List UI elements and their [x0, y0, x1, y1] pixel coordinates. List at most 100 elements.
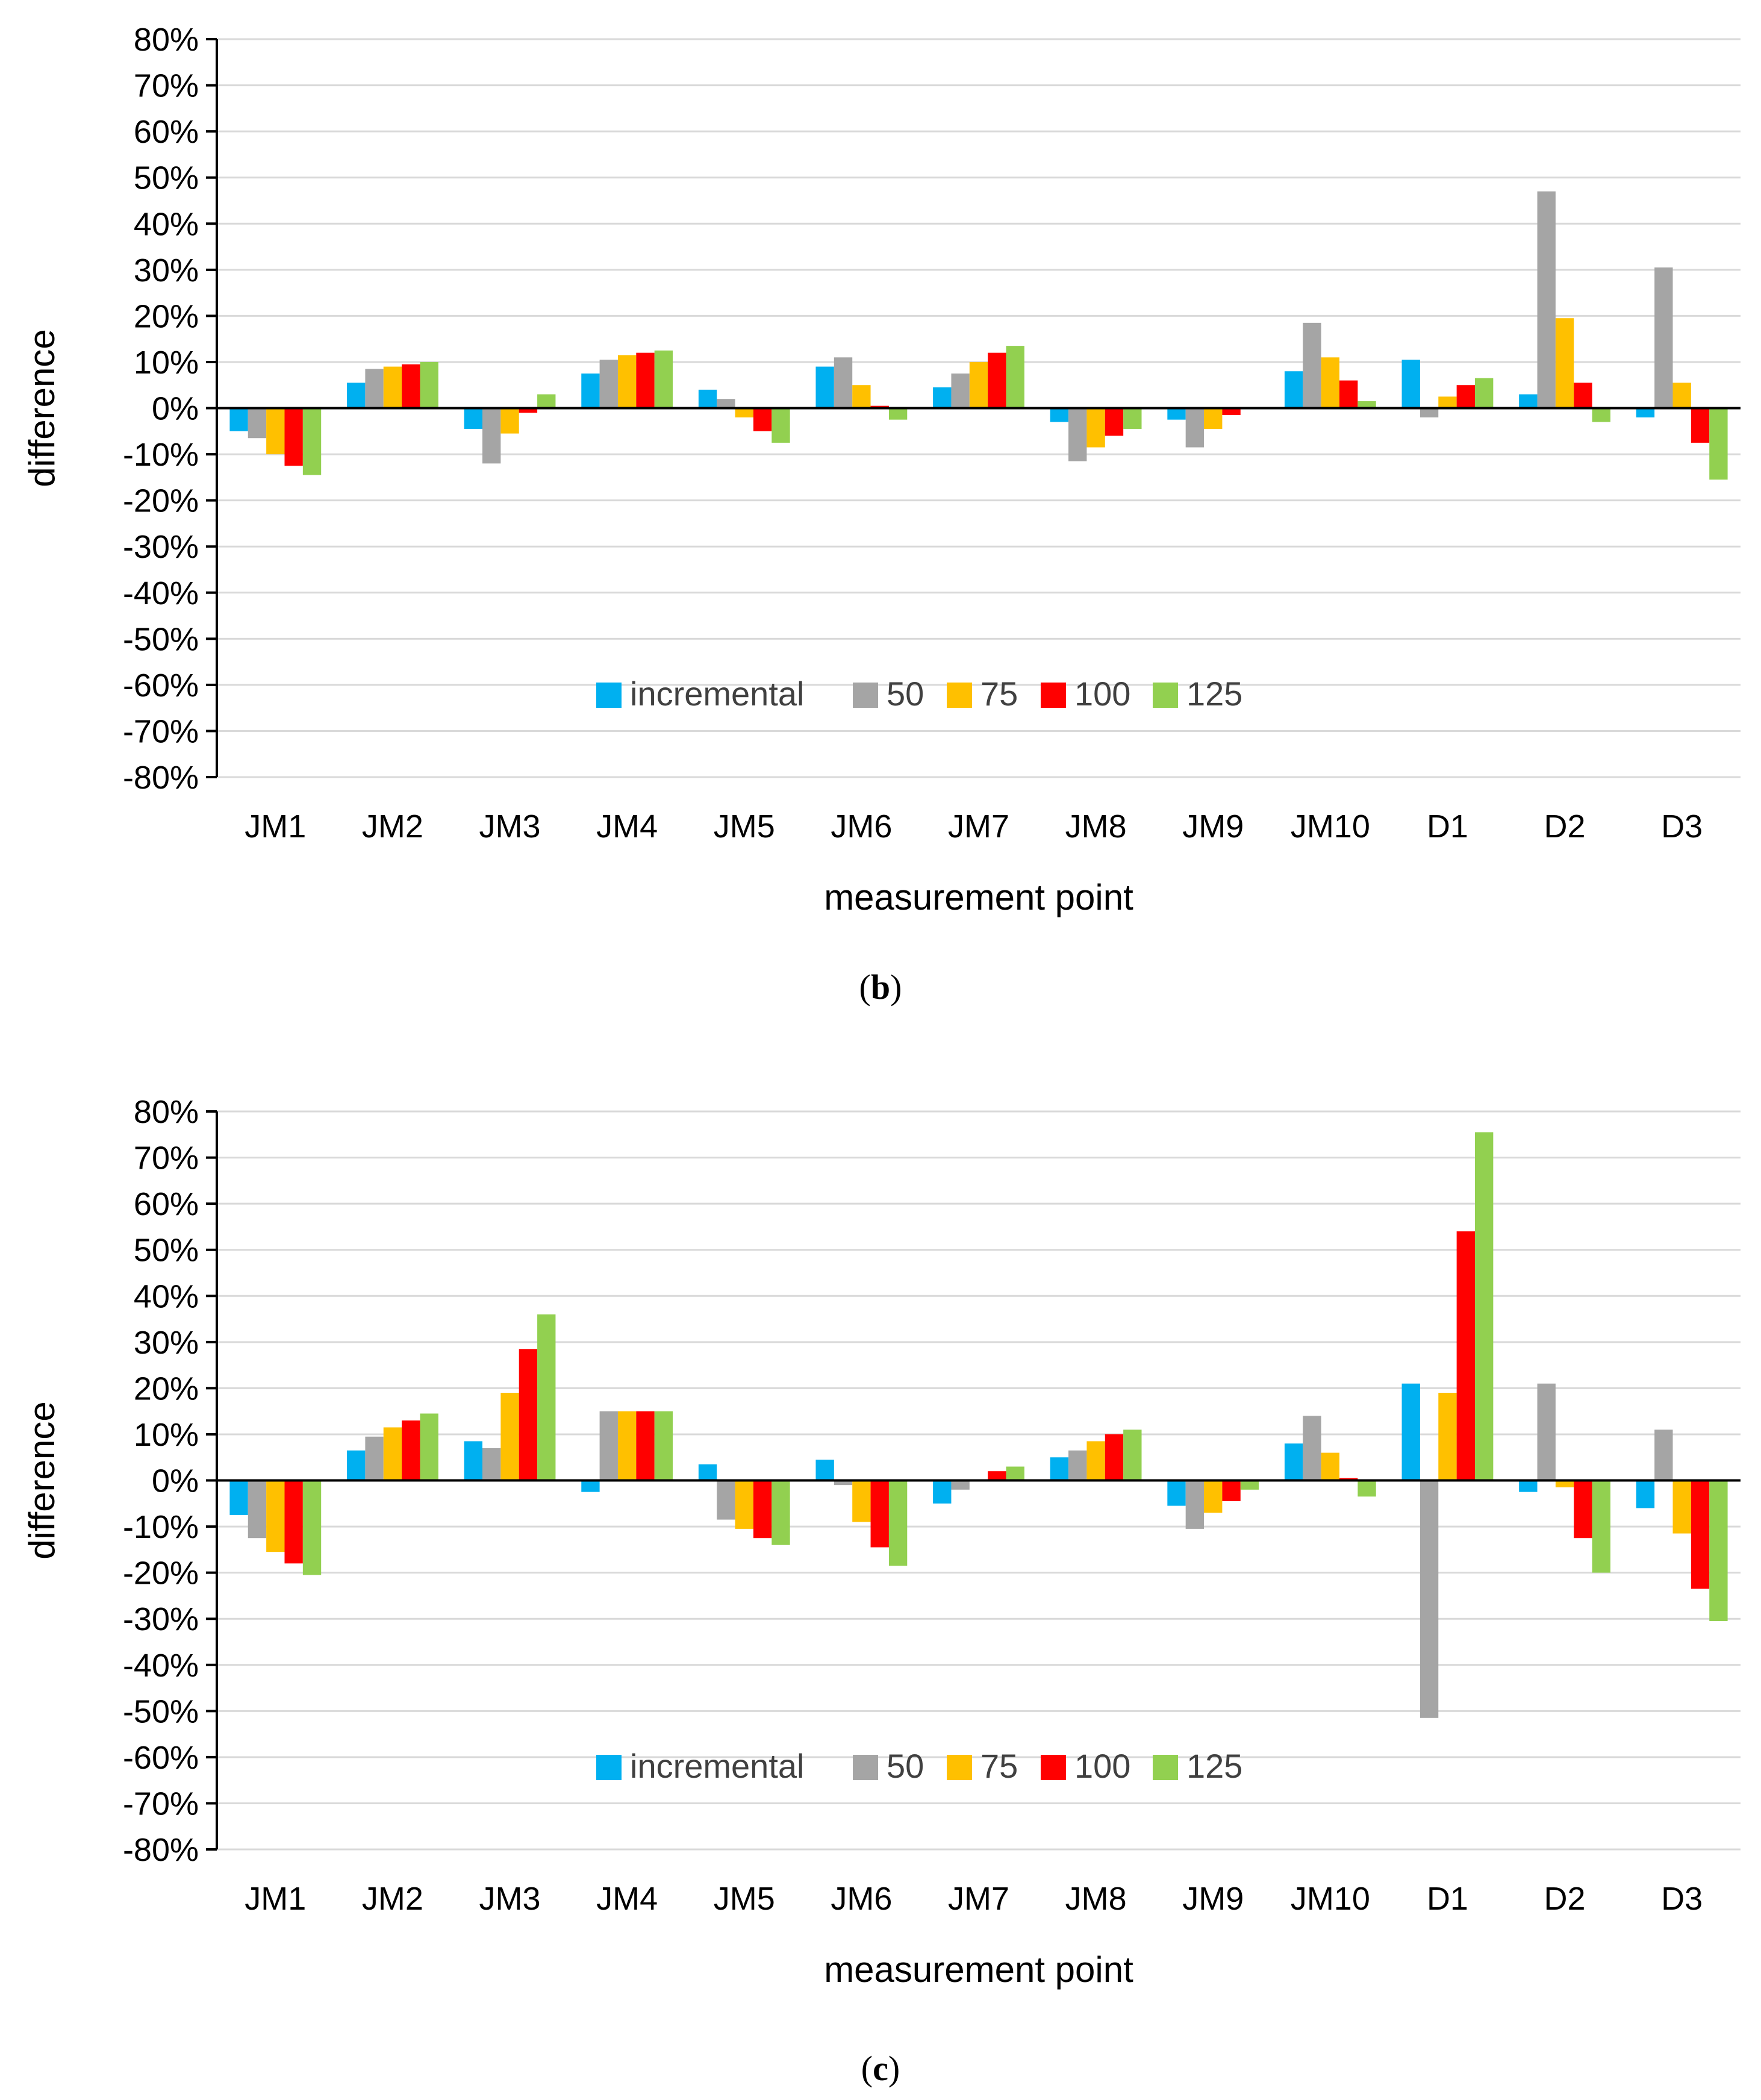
panel-label-c: (c): [861, 2049, 900, 2088]
bar-125-JM1: [302, 1480, 322, 1575]
y-tick-label: 40%: [134, 206, 199, 242]
bar-100-JM8: [1105, 1434, 1124, 1481]
bar-75-JM10: [1321, 357, 1340, 408]
x-tick-label: D1: [1427, 808, 1468, 845]
y-tick-label: -20%: [123, 483, 199, 519]
bar-50-JM4: [599, 1411, 618, 1481]
bar-125-D3: [1709, 1480, 1728, 1622]
bar-incremental-JM1: [229, 408, 248, 431]
bar-75-JM8: [1086, 408, 1105, 448]
legend-label-100: 100: [1074, 1747, 1130, 1785]
bar-100-JM2: [402, 364, 420, 408]
legend-swatch-100: [1041, 683, 1066, 708]
chart-panel-b: 80% 70% 60% 50% 40% 30% 20% 10% 0% -10% -20% -30% -4…: [0, 0, 1761, 1036]
y-tick-label: -10%: [123, 1509, 199, 1545]
bar-incremental-JM2: [347, 1450, 366, 1481]
bar-100-JM3: [519, 408, 538, 413]
legend-label-125: 125: [1186, 675, 1242, 713]
bar-125-JM10: [1357, 1480, 1376, 1497]
x-tick-label: JM7: [948, 1881, 1009, 1917]
y-tick-label: 70%: [134, 68, 199, 104]
y-tick-label: -30%: [123, 1601, 199, 1637]
x-tick-label: JM1: [245, 1881, 306, 1917]
bar-75-D1: [1438, 396, 1457, 408]
bar-50-JM8: [1068, 408, 1087, 461]
bar-50-D3: [1654, 267, 1673, 408]
bar-100-D1: [1456, 1231, 1476, 1481]
bar-incremental-JM5: [698, 1464, 717, 1481]
bar-incremental-D3: [1636, 408, 1655, 417]
y-tick-label: -70%: [123, 1786, 199, 1822]
legend-label-125: 125: [1186, 1747, 1242, 1785]
bar-50-JM5: [717, 399, 735, 408]
bar-50-JM1: [248, 1480, 267, 1539]
bar-incremental-D2: [1519, 394, 1538, 408]
y-tick-label: 10%: [134, 1417, 199, 1453]
bar-75-JM6: [852, 1480, 871, 1522]
bar-incremental-JM4: [581, 373, 600, 408]
bar-50-JM9: [1185, 1480, 1205, 1529]
bar-100-D2: [1574, 383, 1592, 408]
bar-75-JM7: [969, 361, 988, 408]
x-tick-label: JM10: [1291, 1881, 1370, 1917]
x-tick-label: JM2: [362, 808, 423, 845]
chart-b: 80% 70% 60% 50% 40% 30% 20% 10% 0% -10% -20% -30% -4…: [22, 22, 1741, 917]
legend-swatch-75: [947, 683, 972, 708]
bar-125-JM6: [888, 408, 908, 420]
bar-100-JM5: [753, 408, 772, 431]
bar-125-JM7: [1006, 1466, 1024, 1481]
bar-125-D1: [1475, 378, 1494, 408]
legend-swatch-50: [853, 1755, 878, 1780]
bar-125-JM7: [1006, 346, 1024, 408]
bar-75-JM1: [266, 408, 285, 455]
bar-75-JM3: [500, 1393, 519, 1481]
legend-swatch-50: [853, 683, 878, 708]
bar-50-JM7: [951, 373, 970, 408]
bar-incremental-D2: [1519, 1480, 1538, 1492]
bar-75-JM1: [266, 1480, 285, 1552]
x-tick-label: JM9: [1182, 1881, 1244, 1917]
y-tick-label: -80%: [123, 1832, 199, 1868]
bar-incremental-JM1: [229, 1480, 248, 1515]
bar-75-JM2: [383, 1427, 402, 1481]
y-tick-label: 60%: [134, 114, 199, 150]
y-tick-label: -60%: [123, 667, 199, 704]
legend-label-75: 75: [980, 675, 1018, 713]
bar-125-JM8: [1123, 408, 1142, 429]
y-tick-label: -50%: [123, 1693, 199, 1730]
bar-125-JM10: [1357, 401, 1376, 408]
bar-75-JM5: [735, 1480, 753, 1529]
bar-100-JM6: [870, 1480, 889, 1548]
bar-100-JM9: [1222, 1480, 1241, 1501]
bar-incremental-JM2: [347, 383, 366, 408]
bar-75-D2: [1555, 1480, 1574, 1487]
x-tick-label: D2: [1544, 808, 1586, 845]
bar-75-JM3: [500, 408, 519, 434]
bar-50-JM10: [1303, 1416, 1321, 1481]
y-tick-label: -30%: [123, 529, 199, 565]
bar-incremental-JM10: [1284, 1443, 1303, 1481]
bar-75-JM4: [617, 1411, 637, 1481]
bar-incremental-JM3: [464, 408, 482, 429]
x-tick-label: JM10: [1291, 808, 1370, 845]
bar-100-JM7: [988, 1471, 1006, 1481]
bar-125-JM4: [654, 350, 673, 408]
y-tick-label: -80%: [123, 760, 199, 796]
y-axis-title: difference: [22, 329, 62, 487]
x-tick-label: JM2: [362, 1881, 423, 1917]
bar-incremental-JM10: [1284, 371, 1303, 408]
y-tick-label: 80%: [134, 1094, 199, 1130]
bar-75-JM9: [1204, 1480, 1223, 1513]
bar-incremental-JM6: [815, 1460, 834, 1481]
x-tick-label: D3: [1661, 1881, 1703, 1917]
bar-50-JM7: [951, 1480, 970, 1490]
legend-label-75: 75: [980, 1747, 1018, 1785]
bar-125-JM3: [537, 1314, 556, 1481]
bar-125-D2: [1592, 1480, 1610, 1573]
bar-incremental-JM4: [581, 1480, 600, 1492]
y-tick-label: 10%: [134, 345, 199, 381]
legend-swatch-incremental: [596, 1755, 622, 1780]
x-axis-title: measurement point: [824, 877, 1133, 917]
bar-75-D3: [1672, 383, 1691, 408]
bar-100-JM5: [753, 1480, 772, 1539]
